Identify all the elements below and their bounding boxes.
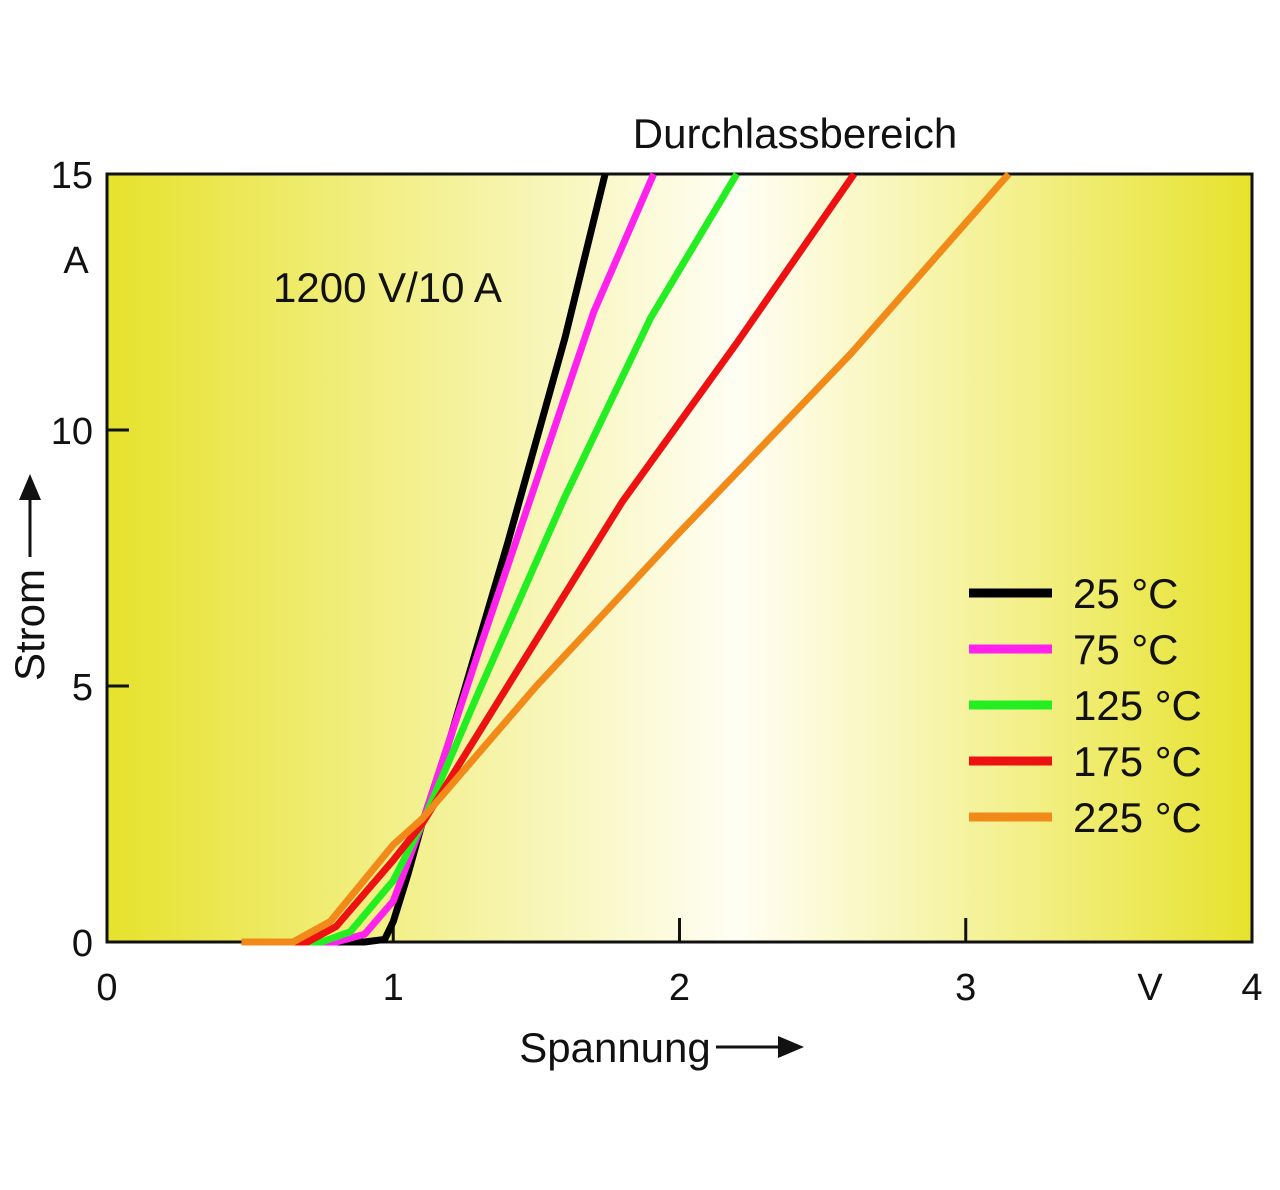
y-tick-label-15: 15 [51,155,93,197]
x-tick-label-2: 2 [669,967,690,1009]
plot-area [105,172,1254,944]
legend-label-1: 25 °C [1073,570,1179,617]
x-axis-arrow [716,1036,804,1058]
legend: 25 °C 75 °C 125 °C 175 °C 225 °C [969,570,1202,841]
series-line-5 [241,171,1012,946]
x-tick-label-0: 0 [96,967,117,1009]
ticks: 0 1 2 3 4 0 5 10 15 [51,155,1263,1009]
legend-label-2: 75 °C [1073,626,1179,673]
y-unit-label: A [63,240,89,282]
series-group [241,171,1012,946]
y-axis-title: Strom [6,569,53,681]
x-tick-label-3: 3 [955,967,976,1009]
series-line-4 [241,172,857,946]
y-tick-label-10: 10 [51,411,93,453]
x-axis-title: Spannung [519,1024,711,1071]
x-unit-label: V [1137,967,1163,1009]
chart-title: Durchlassbereich [633,110,957,157]
legend-label-5: 225 °C [1073,794,1202,841]
y-axis-arrow [19,474,41,557]
y-tick-label-0: 0 [72,923,93,965]
legend-label-3: 125 °C [1073,682,1202,729]
x-tick-label-4: 4 [1241,967,1262,1009]
chart-annotation: 1200 V/10 A [273,264,502,311]
y-tick-label-5: 5 [72,667,93,709]
legend-label-4: 175 °C [1073,738,1202,785]
x-tick-label-1: 1 [383,967,404,1009]
